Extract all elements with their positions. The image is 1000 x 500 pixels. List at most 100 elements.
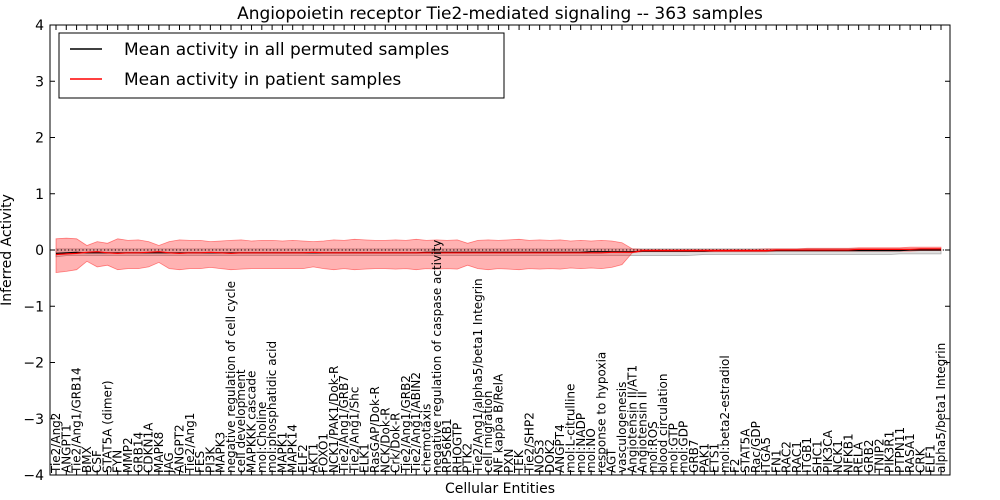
x-tick-label: mol:NADP: [574, 413, 588, 473]
y-tick-label: 4: [35, 18, 44, 34]
x-axis-label: Cellular Entities: [445, 481, 555, 497]
y-axis-ticks: −4 −3 −2 −1 0 1 2 3 4: [23, 18, 950, 484]
x-tick-label: ITGA5: [759, 437, 773, 473]
x-tick-label: JAG: [162, 452, 176, 474]
x-tick-label: RPS6KB1: [440, 418, 454, 473]
x-tick-label: TNIP2: [872, 438, 886, 474]
series-lines: [50, 248, 950, 256]
x-tick-label: PXN: [502, 449, 516, 473]
legend-label-permuted: Mean activity in all permuted samples: [124, 40, 449, 60]
patient-mean-line: [55, 248, 941, 256]
x-tick-label: Tie2/Ang1/GRB7: [337, 375, 351, 474]
x-tick-label: response to hypoxia: [594, 352, 608, 473]
y-tick-label: −2: [23, 356, 44, 372]
x-tick-label: MAPK3: [214, 432, 228, 473]
y-axis-label: Inferred Activity: [0, 194, 15, 306]
x-tick-label: mol:Choline: [255, 402, 269, 473]
y-tick-label: 0: [35, 243, 44, 259]
x-tick-label: RAC2: [780, 441, 794, 473]
x-tick-label: negative regulation of caspase activity: [430, 240, 444, 473]
x-tick-label: MAPK8: [152, 432, 166, 473]
x-tick-label: mol:NO: [584, 428, 598, 473]
patient-band: [55, 237, 942, 273]
x-tick-label: RHOGTP: [450, 423, 464, 473]
x-tick-label: alpha5/beta1 Integrin: [934, 343, 948, 473]
x-tick-label: NF kappa B/RelA: [492, 373, 506, 473]
legend-label-patient: Mean activity in patient samples: [124, 70, 401, 90]
x-tick-label: CSF: [90, 450, 104, 473]
x-tick-label: ETS1: [708, 443, 722, 473]
x-tick-label: MAPK14: [286, 424, 300, 473]
x-tick-label: NFKB1: [841, 433, 855, 473]
x-tick-label: mol:L-citrulline: [564, 384, 578, 473]
x-tick-label: ANGPT1: [59, 424, 73, 473]
legend: Mean activity in all permuted samples Me…: [58, 32, 505, 99]
x-tick-label: blood circulation: [656, 374, 670, 474]
x-tick-label: PI3K: [203, 446, 217, 473]
x-tick-label: CDKN1A: [142, 422, 156, 473]
x-tick-label: AKT1: [306, 443, 320, 473]
x-tick-label: RASA1: [903, 433, 917, 473]
confidence-bands: [55, 237, 942, 273]
x-tick-label: MMP2: [121, 437, 135, 473]
y-tick-label: 2: [35, 131, 44, 147]
x-tick-label: GRB14: [131, 432, 145, 473]
y-tick-label: −4: [23, 468, 44, 484]
x-tick-label: mol:beta2-estradiol: [718, 355, 732, 473]
x-tick-label: FOXO1: [317, 433, 331, 473]
x-tick-label: ANGPT4: [553, 424, 567, 473]
y-tick-label: 1: [35, 187, 44, 203]
x-axis-ticks: Tie2/Ang2ANGPT1Tie2/Ang1/GRB14BMXCSFSTAT…: [49, 25, 948, 475]
x-tick-label: MAPK1: [275, 432, 289, 473]
x-tick-label: RasGAP/Dok-R: [368, 386, 382, 473]
x-tick-label: RELA: [852, 441, 866, 473]
x-tick-label: AGT: [605, 448, 619, 473]
x-tick-label: cell development: [234, 369, 248, 473]
x-tick-label: mol:GDP: [677, 421, 691, 473]
x-tick-label: FN1: [769, 449, 783, 473]
y-tick-label: −3: [23, 412, 44, 428]
x-tick-label: Tie2/Ang1/ABIN2: [409, 372, 423, 474]
x-tick-label: Crk/Dok-R: [389, 412, 403, 473]
x-tick-label: STAT5A: [739, 428, 753, 473]
x-tick-label: Tie2/Ang1: [183, 413, 197, 474]
x-tick-label: Tie2/Ang1/Shc: [347, 387, 361, 474]
x-tick-label: PIK3R1: [883, 431, 897, 473]
x-tick-label: cell migration: [481, 391, 495, 473]
x-tick-label: SHC1: [811, 440, 825, 473]
x-tick-label: FES: [193, 451, 207, 473]
x-tick-label: Tie2/Ang1/GRB2: [399, 375, 413, 474]
plot-frame: [49, 24, 951, 476]
x-tick-label: vasculogenesis: [615, 382, 629, 473]
x-tick-label: mol:phosphatidic acid: [265, 341, 279, 473]
x-tick-label: PTK2: [461, 443, 475, 473]
x-tick-label: chemotaxis: [420, 404, 434, 473]
x-tick-label: STAT5A (dimer): [101, 380, 115, 473]
x-tick-label: Angiotensin II: [636, 391, 650, 473]
x-tick-label: negative regulation of cell cycle: [224, 281, 238, 473]
x-tick-label: ELF1: [924, 444, 938, 473]
chart-title: Angiopoietin receptor Tie2-mediated sign…: [237, 4, 763, 24]
x-tick-label: Angiotensin II/AT1: [625, 365, 639, 473]
x-tick-label: NCK1: [831, 440, 845, 473]
x-tick-label: ITGB1: [800, 437, 814, 473]
x-tick-label: NCK1/PAK1/Dok-R: [327, 366, 341, 473]
x-tick-label: mol:ROS: [646, 421, 660, 473]
x-tick-label: Tie2/SHP2: [522, 412, 536, 474]
x-tick-label: GRB2: [862, 440, 876, 474]
x-tick-label: BMX: [80, 446, 94, 473]
x-tick-label: mol:GTP: [666, 423, 680, 473]
x-tick-label: MAPKKK cascade: [245, 371, 259, 473]
x-tick-label: PAK1: [697, 443, 711, 473]
x-tick-label: F2: [728, 458, 742, 473]
x-tick-label: NCK/Dok-R: [378, 408, 392, 473]
x-tick-label: Tie2/Ang2: [49, 413, 63, 474]
x-tick-label: RAC1: [790, 441, 804, 473]
x-tick-label: Tie2/Ang1/alpha5/beta1 Integrin: [471, 278, 485, 474]
x-tick-label: CRK: [913, 447, 927, 473]
x-tick-label: FYN: [111, 450, 125, 473]
legend-box: [58, 32, 505, 99]
x-tick-label: TEK: [512, 449, 526, 474]
x-tick-label: Rac/GDP: [749, 421, 763, 473]
